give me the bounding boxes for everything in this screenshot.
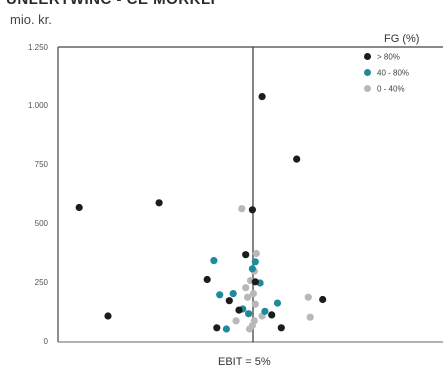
y-tick-label-250: 250 (34, 278, 48, 287)
y-tick-label-750: 750 (34, 160, 48, 169)
data-point-series0-11 (225, 297, 233, 305)
data-point-series0-8 (319, 295, 327, 304)
data-point-series0-9 (268, 311, 276, 319)
data-point-series1-0 (210, 257, 218, 265)
data-point-series0-1 (155, 199, 163, 207)
data-point-series2-8 (306, 313, 314, 321)
data-point-series2-10 (245, 325, 254, 333)
data-point-series1-1 (216, 291, 224, 299)
data-point-series1-3 (229, 290, 237, 298)
y-axis-unit: mio. kr. (10, 12, 52, 27)
legend-label-low: 0 - 40% (377, 84, 405, 94)
data-point-series0-7 (293, 155, 301, 163)
legend-dot-low (364, 85, 371, 93)
legend-dot-high (364, 53, 371, 61)
data-point-series2-12 (232, 317, 240, 325)
data-point-series1-8 (273, 299, 282, 307)
data-point-series0-12 (235, 306, 243, 314)
legend-title: FG (%) (384, 33, 420, 45)
legend-item-mid: 40 - 80% (364, 68, 409, 80)
data-points (75, 93, 327, 333)
chart-title-fragment: UNLERTWINC - CE MORKLI (6, 0, 215, 8)
y-tick-label-1250: 1.250 (27, 43, 48, 52)
data-point-series2-5 (244, 293, 252, 301)
data-point-series1-9 (245, 310, 253, 318)
data-point-series2-3 (242, 284, 250, 292)
data-point-series0-2 (104, 312, 112, 320)
data-point-series2-7 (304, 293, 312, 301)
data-point-series0-10 (277, 324, 285, 332)
y-tick-label-500: 500 (34, 219, 48, 228)
data-point-series0-6 (258, 93, 266, 101)
legend-label-high: > 80% (377, 52, 400, 62)
data-point-series0-3 (203, 275, 211, 284)
data-point-series1-5 (251, 258, 259, 266)
data-point-series2-1 (252, 249, 260, 258)
data-point-series0-5 (248, 206, 256, 214)
y-tick-label-0: 0 (43, 337, 48, 346)
data-point-series2-11 (250, 317, 258, 325)
data-point-series0-14 (251, 278, 259, 286)
data-point-series0-0 (75, 203, 83, 212)
x-axis-label: EBIT = 5% (218, 356, 271, 368)
data-point-series2-4 (249, 290, 257, 298)
data-point-series0-13 (213, 324, 221, 332)
y-tick-label-1000: 1.000 (27, 101, 48, 110)
legend-item-low: 0 - 40% (364, 84, 405, 96)
data-point-series2-6 (251, 300, 259, 308)
legend-dot-mid (364, 69, 371, 77)
legend-item-high: > 80% (364, 52, 400, 64)
data-point-series1-6 (248, 265, 256, 273)
data-point-series0-4 (242, 251, 250, 259)
data-point-series1-10 (261, 307, 269, 315)
legend-label-mid: 40 - 80% (377, 68, 410, 78)
data-point-series1-2 (222, 325, 230, 333)
data-point-series2-0 (238, 205, 246, 213)
